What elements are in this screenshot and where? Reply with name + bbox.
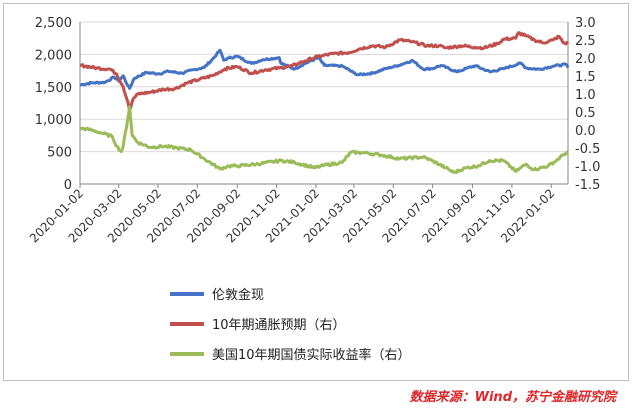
legend-label-2: 10年期通胀预期（右） [212,318,346,333]
right-tick-label: 2.0 [575,52,596,67]
right-tick-label: 1.0 [575,88,596,103]
right-tick-label: 0.5 [575,106,596,121]
right-tick-label: 3.0 [575,16,596,31]
series-lines [79,31,570,174]
right-tick-label: 0.0 [575,124,596,139]
series-line-2 [79,31,570,112]
series-line-3 [79,105,569,174]
right-tick-label: -0.5 [575,142,600,157]
legend-label-1: 伦敦金现 [212,287,264,303]
right-tick-label: -1.0 [575,160,600,175]
left-tick-label: 0 [64,178,72,193]
legend-label-3: 美国10年期国债实际收益率（右） [212,347,411,363]
left-tick-label: 2,500 [35,16,72,31]
left-tick-label: 2,000 [35,48,72,63]
right-tick-label: 1.5 [575,70,596,85]
left-tick-label: 1,000 [35,113,72,128]
right-tick-label: 2.5 [575,34,596,49]
source-note: 数据来源：Wind，苏宁金融研究院 [409,390,616,405]
axes: 0 500 1,000 1,500 2,000 2,500 -1.5 -1.0 -0.5 0.0 0… [27,16,600,245]
left-tick-label: 500 [47,146,72,161]
legend: 伦敦金现 10年期通胀预期（右） 美国10年期国债实际收益率（右） [170,287,411,363]
right-tick-label: -1.5 [575,178,600,193]
series-line-1 [79,48,570,90]
left-tick-label: 1,500 [35,81,72,96]
